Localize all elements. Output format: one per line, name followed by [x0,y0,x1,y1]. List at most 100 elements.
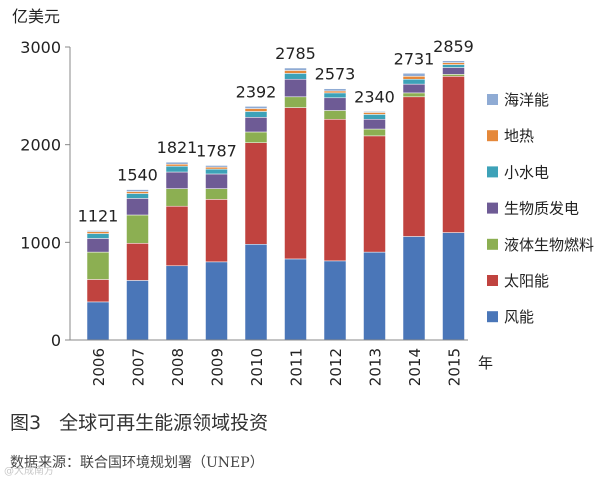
bar-segment [86,279,110,303]
bar-segment [323,97,347,111]
legend-item: 风能 [487,308,534,326]
bar-segment [165,171,189,189]
x-tick-label: 2009 [209,348,227,386]
legend-swatch [487,94,498,105]
legend-label: 太阳能 [504,272,549,290]
bar-segment [442,62,465,65]
bar-segment [363,128,386,137]
bar-segment [284,70,307,74]
bar-segment [205,166,228,170]
bar-segment [284,73,307,80]
legend-swatch [487,275,498,286]
legend-item: 小水电 [487,163,549,181]
bar-stack-2010 [244,106,268,341]
x-tick-label: 2014 [406,348,424,386]
legend-label: 生物质发电 [504,200,579,218]
total-label: 2859 [433,37,474,56]
bar-segment [363,251,386,341]
legend-swatch [487,202,498,214]
x-tick-label: 2013 [367,348,385,386]
bar-segment [205,188,228,200]
bar-segment [244,244,268,341]
x-tick-label: 2011 [288,348,306,386]
bar-segment [323,92,347,99]
bar-segment [86,230,110,232]
bar-segment [402,83,426,94]
bar-segment [205,165,228,168]
bar-segment [126,243,149,281]
legend-label: 地热 [504,127,534,145]
bar-segment [402,236,426,341]
legend-item: 太阳能 [487,272,549,290]
bar-segment [402,78,426,85]
total-label: 1787 [196,141,237,160]
bar-segment [165,161,189,165]
bar-stack-2012 [323,88,347,341]
bar-segment [126,193,149,199]
bar-segment [284,107,307,260]
bar-segment [402,96,426,237]
bar-segment [323,90,347,94]
bar-segment [205,173,228,189]
bar-stack-2007 [126,189,149,341]
legend-label: 风能 [504,308,534,326]
bar-segment [244,117,268,133]
bar-segment [363,111,386,113]
y-axis: 0 1000 2000 3000 [20,38,71,350]
legend-swatch [487,130,498,142]
bar-segment [244,108,268,112]
bar-segment [126,198,149,216]
bar-segment [126,189,149,192]
legend-swatch [487,238,498,250]
legend-item: 液体生物燃料 [487,236,594,254]
bar-segment [165,188,189,207]
bar-segment [126,280,149,341]
total-label: 1821 [157,138,198,157]
bar-segment [165,163,189,167]
bar-segment [442,64,465,68]
bar-segment [244,142,268,245]
bar-segment [442,60,465,63]
data-source-note: 数据来源：联合国环境规划署（UNEP） [10,455,264,471]
bar-stack-2009 [205,165,228,341]
bar-segment [86,231,110,234]
bar-segment [205,168,228,175]
bar-segment [323,88,347,92]
bar-segment [165,165,189,173]
bar-segment [86,238,110,253]
bar-segment [205,261,228,341]
y-tick-label: 2000 [20,136,61,155]
x-axis: 2006 2007 2008 2009 2010 2011 2012 2013 2014 2015 [70,339,468,386]
bar-segment [363,135,386,253]
bar-segment [126,214,149,244]
total-label: 2731 [394,49,435,68]
bar-segment [323,119,347,262]
bar-segment [363,114,386,120]
bar-stack-2006 [86,230,110,341]
bar-segment [284,258,307,341]
bar-stack-2013 [363,111,386,341]
bar-segment [442,67,465,75]
bar-segment [244,111,268,118]
bar-stacks [86,60,465,341]
bar-segment [165,205,189,267]
bar-segment [284,96,307,108]
bar-segment [323,110,347,120]
x-tick-label: 2008 [169,348,187,386]
bar-stack-2015 [442,60,465,341]
x-tick-label: 2012 [327,348,345,386]
bar-segment [86,233,110,239]
figure-number: 图3 [10,412,42,434]
bar-stack-2008 [165,161,189,341]
figure-title: 全球可再生能源领域投资 [59,412,269,434]
figure-caption: 图3 全球可再生能源领域投资 [10,408,268,435]
x-axis-label: 年 [478,354,493,372]
bar-stack-2014 [402,73,426,341]
legend-item: 生物质发电 [487,200,579,218]
total-label: 2392 [236,82,277,101]
bar-stack-2011 [284,67,307,341]
x-tick-label: 2007 [130,348,148,386]
